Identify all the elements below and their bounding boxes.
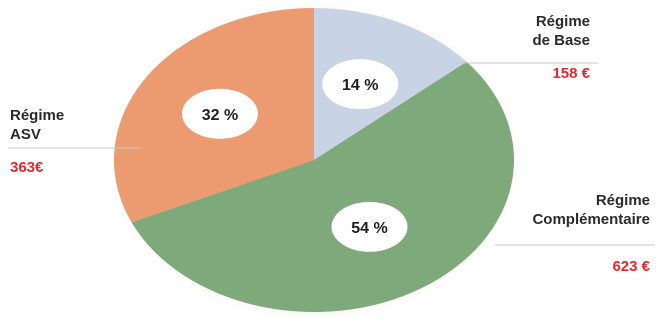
percent-label: 54 %: [351, 220, 387, 237]
slice-amount: 158 €: [552, 65, 590, 82]
percent-label: 14 %: [342, 77, 378, 94]
pie-slice: [131, 61, 514, 312]
percent-label: 32 %: [202, 107, 238, 124]
percent-badge: [331, 201, 408, 252]
slice-label: Complémentaire: [532, 211, 650, 228]
slice-label: Régime: [10, 107, 64, 124]
percent-badge: [322, 59, 399, 110]
slice-label: ASV: [10, 126, 41, 143]
percent-badge: [181, 88, 258, 139]
slice-label: Régime: [536, 13, 590, 30]
slice-amount: 623 €: [612, 258, 650, 275]
slice-label: de Base: [532, 32, 590, 49]
slice-amount: 363€: [10, 159, 44, 176]
slice-label: Régime: [596, 192, 650, 209]
